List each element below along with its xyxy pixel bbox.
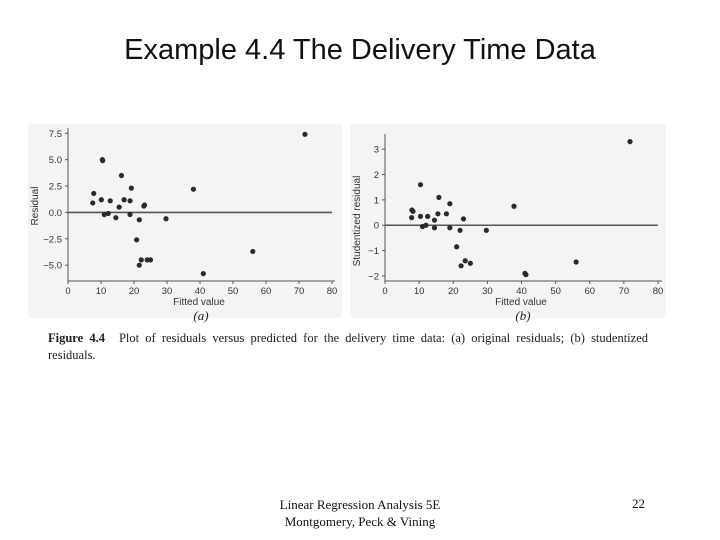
- panel-a-x-tick-label: 70: [294, 286, 305, 297]
- caption-label: Figure 4.4: [48, 331, 105, 345]
- panel-a-data-point: [116, 204, 122, 210]
- panel-b-data-point: [417, 182, 424, 188]
- panel-b-x-tick-label: 70: [619, 286, 630, 297]
- panel-a-data-point: [127, 198, 133, 204]
- panel-b-label: (b): [515, 308, 530, 323]
- panel-b-data-point: [435, 211, 441, 217]
- panel-b-data-point: [457, 227, 463, 233]
- panel-b-data-point: [447, 225, 453, 231]
- panel-b-y-tick-label: 0: [374, 221, 379, 232]
- panel-b-data-point: [462, 258, 468, 264]
- panel-b-data-point: [431, 217, 438, 223]
- panel-b-x-tick-label: 40: [516, 286, 527, 297]
- panel-a-x-tick-label: 50: [228, 286, 239, 297]
- panel-b-y-tick-label: 3: [374, 145, 379, 156]
- panel-a-data-point: [250, 248, 256, 255]
- caption-text: Plot of residuals versus predicted for t…: [48, 331, 648, 362]
- panel-a-data-point: [91, 190, 97, 197]
- panel-b-data-point: [423, 222, 429, 228]
- panel-b-data-point: [573, 259, 579, 265]
- page-number: 22: [632, 496, 645, 511]
- panel-b-x-tick-label: 80: [653, 286, 664, 297]
- panel-b-y-tick-label: 1: [374, 195, 379, 206]
- panel-b-data-point: [511, 203, 517, 209]
- panel-b-data-point: [447, 201, 453, 207]
- panel-a-data-point: [141, 202, 148, 208]
- panel-b-data-point: [458, 263, 464, 269]
- panel-b-data-point: [417, 213, 424, 219]
- panel-b-y-label: Studentized residual: [352, 176, 363, 267]
- panel-a-data-point: [101, 211, 107, 218]
- panel-b-data-point: [409, 215, 415, 221]
- panel-b-data-point: [454, 244, 460, 250]
- panel-a-data-point: [113, 215, 119, 221]
- panel-a-data-point: [163, 216, 169, 222]
- panel-b-data-point: [410, 208, 416, 214]
- panel-a-y-label: Residual: [30, 187, 41, 226]
- panel-a-y-tick-label: 5.0: [49, 155, 62, 166]
- panel-a-y-tick-label: 0.0: [49, 208, 62, 219]
- panel-a-y-tick-label: 2.5: [49, 182, 62, 193]
- panel-b-y-tick-label: 2: [374, 170, 379, 181]
- panel-a-x-tick-label: 20: [129, 286, 140, 297]
- footer-citation: Linear Regression Analysis 5E Montgomery…: [230, 496, 490, 530]
- panel-a-data-point: [127, 211, 133, 218]
- panel-a-data-point: [118, 172, 125, 179]
- panel-b-x-tick-label: 10: [414, 286, 425, 297]
- panel-a-data-point: [190, 186, 196, 192]
- panel-a-label: (a): [193, 308, 208, 323]
- panel-b-data-point: [443, 211, 450, 217]
- panel-a-data-point: [90, 200, 96, 206]
- panel-a-data-point: [105, 210, 111, 217]
- panel-a-data-point: [121, 197, 127, 203]
- panel-b-data-point: [425, 213, 431, 219]
- panel-b-data-point: [483, 227, 489, 233]
- panel-a-data-point: [200, 271, 206, 277]
- panel-a-data-point: [138, 257, 144, 263]
- panel-b-y-tick-label: −2: [368, 271, 379, 282]
- panel-a-y-tick-label: −2.5: [43, 234, 62, 245]
- panel-a-x-label: Fitted value: [173, 297, 225, 308]
- panel-b-data-point: [627, 139, 633, 145]
- panel-a-data-point: [98, 197, 104, 203]
- panel-a-data-point: [136, 262, 142, 268]
- panel-a-data-point: [302, 131, 308, 137]
- panel-b-background: [350, 124, 666, 318]
- panel-b-x-tick-label: 60: [584, 286, 595, 297]
- footer-line-2: Montgomery, Peck & Vining: [284, 514, 436, 529]
- panel-a-data-point: [136, 217, 142, 223]
- panel-a-data-point: [107, 198, 113, 204]
- footer-line-1: Linear Regression Analysis 5E: [279, 497, 441, 512]
- panel-b-data-point: [431, 225, 438, 231]
- panel-a-x-tick-label: 60: [261, 286, 272, 297]
- panel-b-x-tick-label: 30: [482, 286, 493, 297]
- panel-a-x-tick-label: 10: [96, 286, 107, 297]
- panel-a-background: [28, 124, 342, 318]
- panel-b-y-tick-label: −1: [368, 246, 379, 257]
- panel-b-x-tick-label: 0: [382, 286, 387, 297]
- panel-a-data-point: [134, 237, 140, 243]
- panel-b-data-point: [436, 194, 442, 200]
- panel-a-y-tick-label: 7.5: [49, 129, 62, 140]
- panel-b-x-label: Fitted value: [495, 297, 547, 308]
- panel-a-x-tick-label: 30: [162, 286, 173, 297]
- panel-b-data-point: [523, 272, 529, 278]
- panel-b-data-point: [467, 260, 473, 266]
- slide-title: Example 4.4 The Delivery Time Data: [124, 34, 596, 66]
- panel-a-data-point: [100, 158, 106, 164]
- figure-caption: Figure 4.4 Plot of residuals versus predi…: [48, 330, 648, 364]
- panel-a-data-point: [147, 257, 154, 263]
- panel-a-x-tick-label: 0: [65, 286, 70, 297]
- panel-b-data-point: [460, 216, 467, 222]
- panel-b-x-tick-label: 50: [550, 286, 561, 297]
- panel-a-x-tick-label: 40: [195, 286, 206, 297]
- panel-a-x-tick-label: 80: [327, 286, 338, 297]
- panel-a: 7.5 5.0 2.5 0.0 −2.5 −5.0 0 10 20 30 40 50 60 70 80 F…: [30, 128, 337, 323]
- panel-a-y-tick-label: −5.0: [43, 261, 62, 272]
- panel-a-data-point: [128, 185, 134, 191]
- panel-b-x-tick-label: 20: [448, 286, 459, 297]
